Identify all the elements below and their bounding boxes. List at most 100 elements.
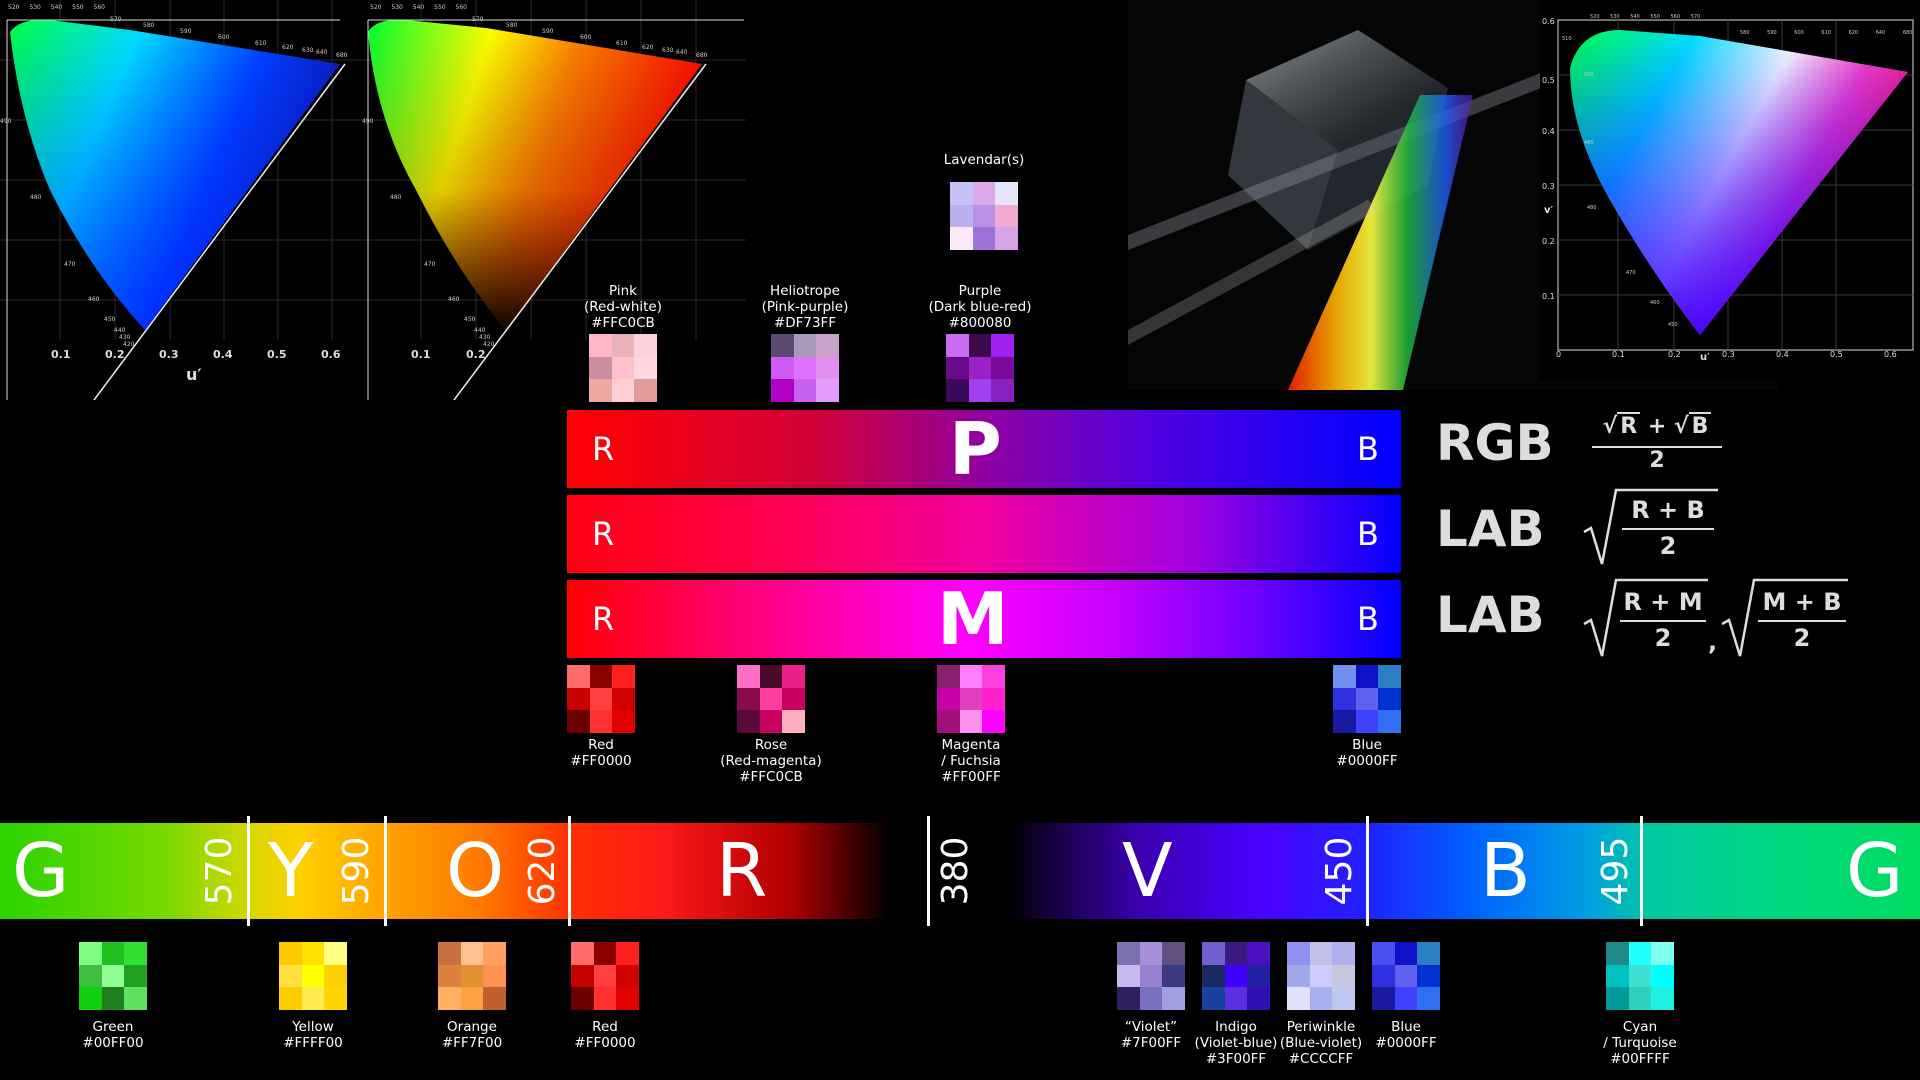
swatch-cell (972, 204, 996, 228)
swatch-cell (1117, 964, 1140, 988)
cie-left-wl: 570 (110, 16, 122, 23)
magenta-label: Magenta / Fuchsia #FF00FF (941, 737, 1001, 785)
swatch-cell (324, 987, 347, 1010)
rose-label: Rose (Red-magenta) #FFC0CB (720, 737, 822, 785)
swatch-cell (782, 687, 805, 711)
cie-middle-wl: 630 (662, 47, 674, 54)
yellow-label: Yellow #FFFF00 (283, 1019, 343, 1051)
cie-right-x-tick: 0.1 (1612, 350, 1625, 359)
swatch-cell (995, 227, 1018, 250)
cie-right-x-tick: 0 (1556, 350, 1562, 359)
swatch-cell (972, 182, 996, 205)
cie-middle-wl: 490 (362, 118, 374, 125)
fraction-line (1758, 620, 1846, 622)
cie-right-x-tick: 0.2 (1668, 350, 1681, 359)
swatch-cell (1287, 987, 1310, 1010)
space-label-rgb: RGB (1436, 414, 1554, 472)
swatch-cell (937, 665, 960, 688)
spectrum-letter-o: O (446, 828, 505, 914)
cie-right-wl: 490 (1584, 140, 1594, 146)
fraction-line (1622, 528, 1714, 530)
lavendar-swatch (950, 182, 1018, 250)
spectrum-letter-b: B (1480, 828, 1531, 914)
swatch-cell (1417, 942, 1440, 965)
formula-lab-m-sep: , (1708, 628, 1718, 656)
swatch-cell (1162, 942, 1185, 965)
cie-left-wl-row: 520 530 540 550 560 (8, 4, 105, 11)
heliotrope-label: Heliotrope (Pink-purple) #DF73FF (761, 283, 849, 331)
gradient-bar-lab-m: R M B (567, 580, 1401, 658)
swatch-cell (460, 964, 484, 988)
cie-right-wl: 480 (1587, 205, 1597, 211)
swatch-cell (1333, 687, 1356, 711)
red-label: Red #FF0000 (570, 737, 632, 769)
swatch-cell (1628, 964, 1652, 988)
sqrt-icon: √ (1602, 414, 1618, 439)
swatch-cell (483, 964, 506, 988)
swatch-cell (1247, 987, 1270, 1010)
swatch-cell (1651, 964, 1674, 988)
swatch-cell (968, 334, 992, 357)
swatch-cell (1372, 964, 1395, 988)
swatch-cell (995, 204, 1018, 228)
blue-swatch (1333, 665, 1401, 733)
swatch-cell (737, 687, 760, 711)
swatch-cell (950, 204, 973, 228)
cie-right-wl: 510 (1562, 36, 1572, 42)
green-label: Green #00FF00 (82, 1019, 144, 1051)
swatch-cell (1224, 987, 1248, 1010)
swatch-cell (1628, 987, 1652, 1010)
swatch-cell (1332, 964, 1355, 988)
swatch-cell (982, 710, 1005, 733)
rose-swatch (737, 665, 805, 733)
cie-right-x-tick: 0.3 (1722, 350, 1735, 359)
cie-middle-wl: 610 (616, 40, 628, 47)
swatch-cell (1355, 665, 1379, 688)
cie-right-wl-row2: 580 590 600 610 620 640 680 (1740, 30, 1913, 36)
purple-label: Purple (Dark blue-red) #800080 (928, 283, 1032, 331)
swatch-cell (634, 334, 657, 357)
periwinkle-label: Periwinkle (Blue-violet) #CCCCFF (1279, 1019, 1363, 1067)
cie-right-wl: 460 (1650, 300, 1660, 306)
bar-lab-right-label: B (1357, 515, 1379, 553)
swatch-cell (1287, 964, 1310, 988)
spectrum-letter-y: Y (268, 828, 314, 914)
swatch-cell (612, 665, 635, 688)
spectrum-letter-g: G (12, 828, 70, 914)
cie-left-wl: 460 (88, 296, 100, 303)
fraction-line (1620, 620, 1706, 622)
swatch-cell (1628, 942, 1652, 965)
swatch-cell (460, 942, 484, 965)
cie-right-x-tick: 0.6 (1884, 350, 1897, 359)
swatch-cell (593, 987, 617, 1010)
spectrum-wavelength-620: 620 (522, 836, 563, 906)
swatch-cell (946, 356, 969, 380)
cie-diagram-right: u′ v′ 0 0.1 0.2 0.3 0.4 0.5 0.6 0.6 0.5 … (1540, 0, 1920, 380)
cie-middle-wl: 440 (474, 327, 486, 334)
swatch-cell (438, 964, 461, 988)
swatch-cell (1606, 987, 1629, 1010)
swatch-cell (571, 942, 594, 965)
swatch-cell (1224, 942, 1248, 965)
orange-swatch (438, 942, 506, 1010)
swatch-cell (759, 710, 783, 733)
cie-right-wl: 470 (1626, 270, 1636, 276)
swatch-cell (793, 379, 817, 402)
swatch-cell (593, 942, 617, 965)
formula-lab: R + B 2 (1582, 488, 1722, 568)
swatch-cell (616, 987, 639, 1010)
cie-left-wl: 470 (64, 261, 76, 268)
swatch-cell (301, 987, 325, 1010)
swatch-cell (301, 964, 325, 988)
swatch-cell (995, 182, 1018, 205)
cie-right-y-tick: 0.5 (1542, 76, 1555, 85)
swatch-cell (101, 942, 125, 965)
swatch-cell (1162, 964, 1185, 988)
swatch-cell (324, 964, 347, 988)
swatch-cell (79, 987, 102, 1010)
formula-lab-m-num2: M + B (1762, 588, 1842, 616)
swatch-cell (324, 942, 347, 965)
swatch-cell (438, 987, 461, 1010)
cie-right-x-label: u′ (1700, 352, 1710, 363)
swatch-cell (634, 379, 657, 402)
